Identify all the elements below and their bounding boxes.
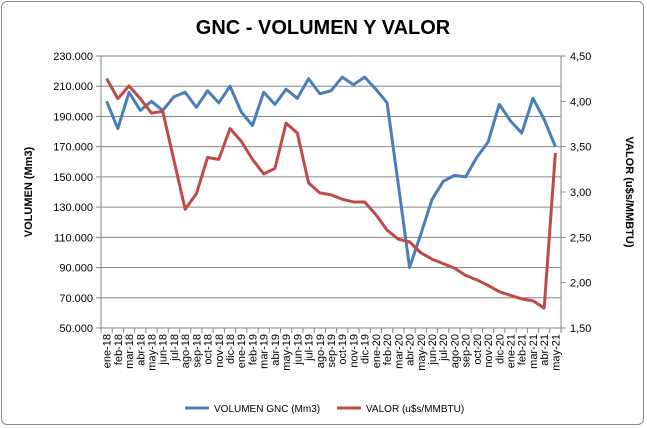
x-tick-label: may-18 xyxy=(146,334,158,371)
legend-label: VALOR (u$s/MMBTU) xyxy=(366,404,464,415)
x-tick-label: ene-20 xyxy=(371,334,383,368)
x-tick-label: ago-18 xyxy=(180,334,192,368)
x-tick-label: ago-19 xyxy=(315,334,327,368)
y2-tick-label: 3,50 xyxy=(570,142,591,154)
x-tick-label: nov-20 xyxy=(483,334,495,368)
x-tick-label: ene-18 xyxy=(102,334,114,368)
x-tick-label: may-19 xyxy=(281,334,293,371)
y-axis-label: VOLUMEN (Mm3) xyxy=(23,146,35,237)
y-tick-label: 190.000 xyxy=(53,111,93,123)
x-tick-label: abr-19 xyxy=(270,334,282,366)
x-tick-label: feb-21 xyxy=(517,334,529,365)
y2-tick-label: 3,00 xyxy=(570,187,591,199)
x-tick-label: sep-19 xyxy=(326,334,338,368)
x-tick-label: jun-18 xyxy=(158,334,170,366)
x-tick-label: may-21 xyxy=(550,334,562,371)
y2-axis-label: VALOR (u$s/MMBTU) xyxy=(623,136,635,247)
x-tick-label: may-20 xyxy=(416,334,428,371)
x-tick-label: feb-18 xyxy=(113,334,125,365)
x-tick-label: mar-19 xyxy=(259,334,271,369)
x-tick-label: dic-20 xyxy=(494,334,506,364)
series-line-volumen xyxy=(105,75,557,270)
y-tick-label: 50.000 xyxy=(59,323,93,335)
y2-tick-label: 4,50 xyxy=(570,51,591,63)
x-tick-label: nov-18 xyxy=(214,334,226,368)
x-tick-label: abr-21 xyxy=(539,334,551,366)
x-tick-label: dic-19 xyxy=(360,334,372,364)
x-tick-label: oct-20 xyxy=(472,334,484,365)
y2-tick-label: 2,00 xyxy=(570,278,591,290)
x-tick-label: jul-20 xyxy=(438,334,450,362)
y-tick-label: 170.000 xyxy=(53,142,93,154)
x-tick-label: sep-20 xyxy=(461,334,473,368)
y-tick-label: 70.000 xyxy=(59,293,93,305)
chart-title: GNC - VOLUMEN Y VALOR xyxy=(196,17,451,39)
x-tick-label: feb-19 xyxy=(247,334,259,365)
x-tick-label: ene-19 xyxy=(236,334,248,368)
x-tick-label: jul-19 xyxy=(304,334,316,362)
x-tick-label: nov-19 xyxy=(348,334,360,368)
x-tick-label: ago-20 xyxy=(449,334,461,368)
x-tick-label: ene-21 xyxy=(506,334,518,368)
series-line-valor xyxy=(105,77,557,310)
x-tick-label: sep-18 xyxy=(191,334,203,368)
y2-tick-label: 2,50 xyxy=(570,232,591,244)
legend-label: VOLUMEN GNC (Mm3) xyxy=(214,404,320,415)
x-tick-label: jun-20 xyxy=(427,334,439,366)
y2-tick-label: 4,00 xyxy=(570,96,591,108)
y-tick-label: 90.000 xyxy=(59,263,93,275)
x-tick-label: jun-19 xyxy=(292,334,304,366)
y2-tick-label: 1,50 xyxy=(570,323,591,335)
y-tick-label: 210.000 xyxy=(53,81,93,93)
y-tick-label: 230.000 xyxy=(53,51,93,63)
x-tick-label: mar-18 xyxy=(124,334,136,369)
x-tick-label: mar-20 xyxy=(393,334,405,369)
x-tick-label: abr-20 xyxy=(405,334,417,366)
y-tick-label: 150.000 xyxy=(53,172,93,184)
x-tick-label: abr-18 xyxy=(135,334,147,366)
x-tick-label: mar-21 xyxy=(528,334,540,369)
x-tick-label: dic-18 xyxy=(225,334,237,364)
x-tick-label: oct-18 xyxy=(203,334,215,365)
x-tick-label: jul-18 xyxy=(169,334,181,362)
y-tick-label: 130.000 xyxy=(53,202,93,214)
x-tick-label: feb-20 xyxy=(382,334,394,365)
y-tick-label: 110.000 xyxy=(54,232,93,244)
x-tick-label: oct-19 xyxy=(337,334,349,365)
